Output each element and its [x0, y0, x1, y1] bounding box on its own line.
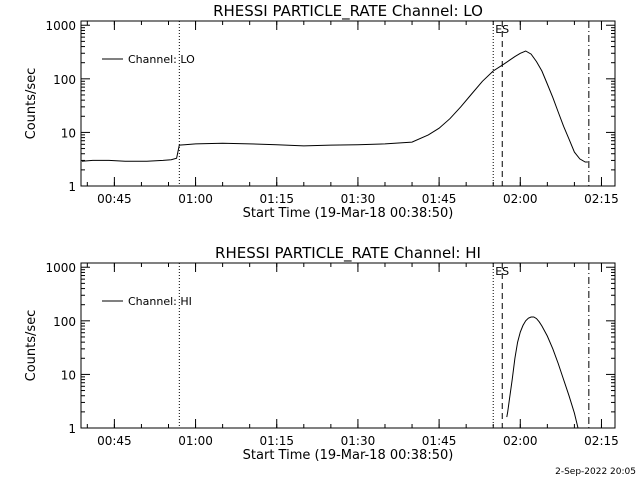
y-tick-label: 1 [68, 422, 76, 436]
chart-title: RHESSI PARTICLE_RATE Channel: HI [215, 244, 481, 263]
lo-channel-panel: RHESSI PARTICLE_RATE Channel: LO 1 10 100 10… [24, 2, 619, 221]
x-tick-label: 00:45 [97, 192, 132, 206]
x-tick-label: 02:00 [503, 192, 538, 206]
y-tick-label: 10 [61, 126, 76, 140]
hi-channel-panel: RHESSI PARTICLE_RATE Channel: HI 1 10 100 10… [24, 244, 619, 463]
x-tick-label: 02:15 [584, 192, 619, 206]
y-tick-label: 1000 [45, 261, 76, 275]
x-tick-label: 01:00 [178, 434, 213, 448]
x-tick-label: 00:45 [97, 434, 132, 448]
x-tick-label: 01:30 [341, 434, 376, 448]
x-tick-label: 01:15 [259, 434, 294, 448]
y-tick-label: 10 [61, 368, 76, 382]
x-tick-label: 02:00 [503, 434, 538, 448]
x-axis-label: Start Time (19-Mar-18 00:38:50) [243, 448, 454, 463]
y-tick-label: 100 [53, 315, 76, 329]
x-tick-label: 01:00 [178, 192, 213, 206]
legend-label: Channel: LO [128, 53, 195, 66]
event-marker-label: ES [495, 265, 509, 278]
data-series-line [506, 316, 579, 429]
event-marker-label: ES [495, 23, 509, 36]
x-tick-label: 01:45 [422, 434, 457, 448]
y-tick-label: 1 [68, 180, 76, 194]
x-tick-label: 01:15 [259, 192, 294, 206]
y-tick-label: 1000 [45, 19, 76, 33]
x-tick-label: 02:15 [584, 434, 619, 448]
x-tick-label: 01:45 [422, 192, 457, 206]
plot-frame [80, 20, 616, 187]
y-tick-label: 100 [53, 73, 76, 87]
x-tick-label: 01:30 [341, 192, 376, 206]
y-axis-label: Counts/sec [24, 310, 39, 382]
chart-title: RHESSI PARTICLE_RATE Channel: LO [213, 2, 483, 21]
y-axis-label: Counts/sec [24, 68, 39, 140]
plot-timestamp: 2-Sep-2022 20:05 [555, 467, 636, 477]
x-axis-label: Start Time (19-Mar-18 00:38:50) [243, 206, 454, 221]
data-series-line [81, 50, 588, 163]
legend-label: Channel: HI [128, 295, 192, 308]
plot-frame [80, 262, 616, 429]
